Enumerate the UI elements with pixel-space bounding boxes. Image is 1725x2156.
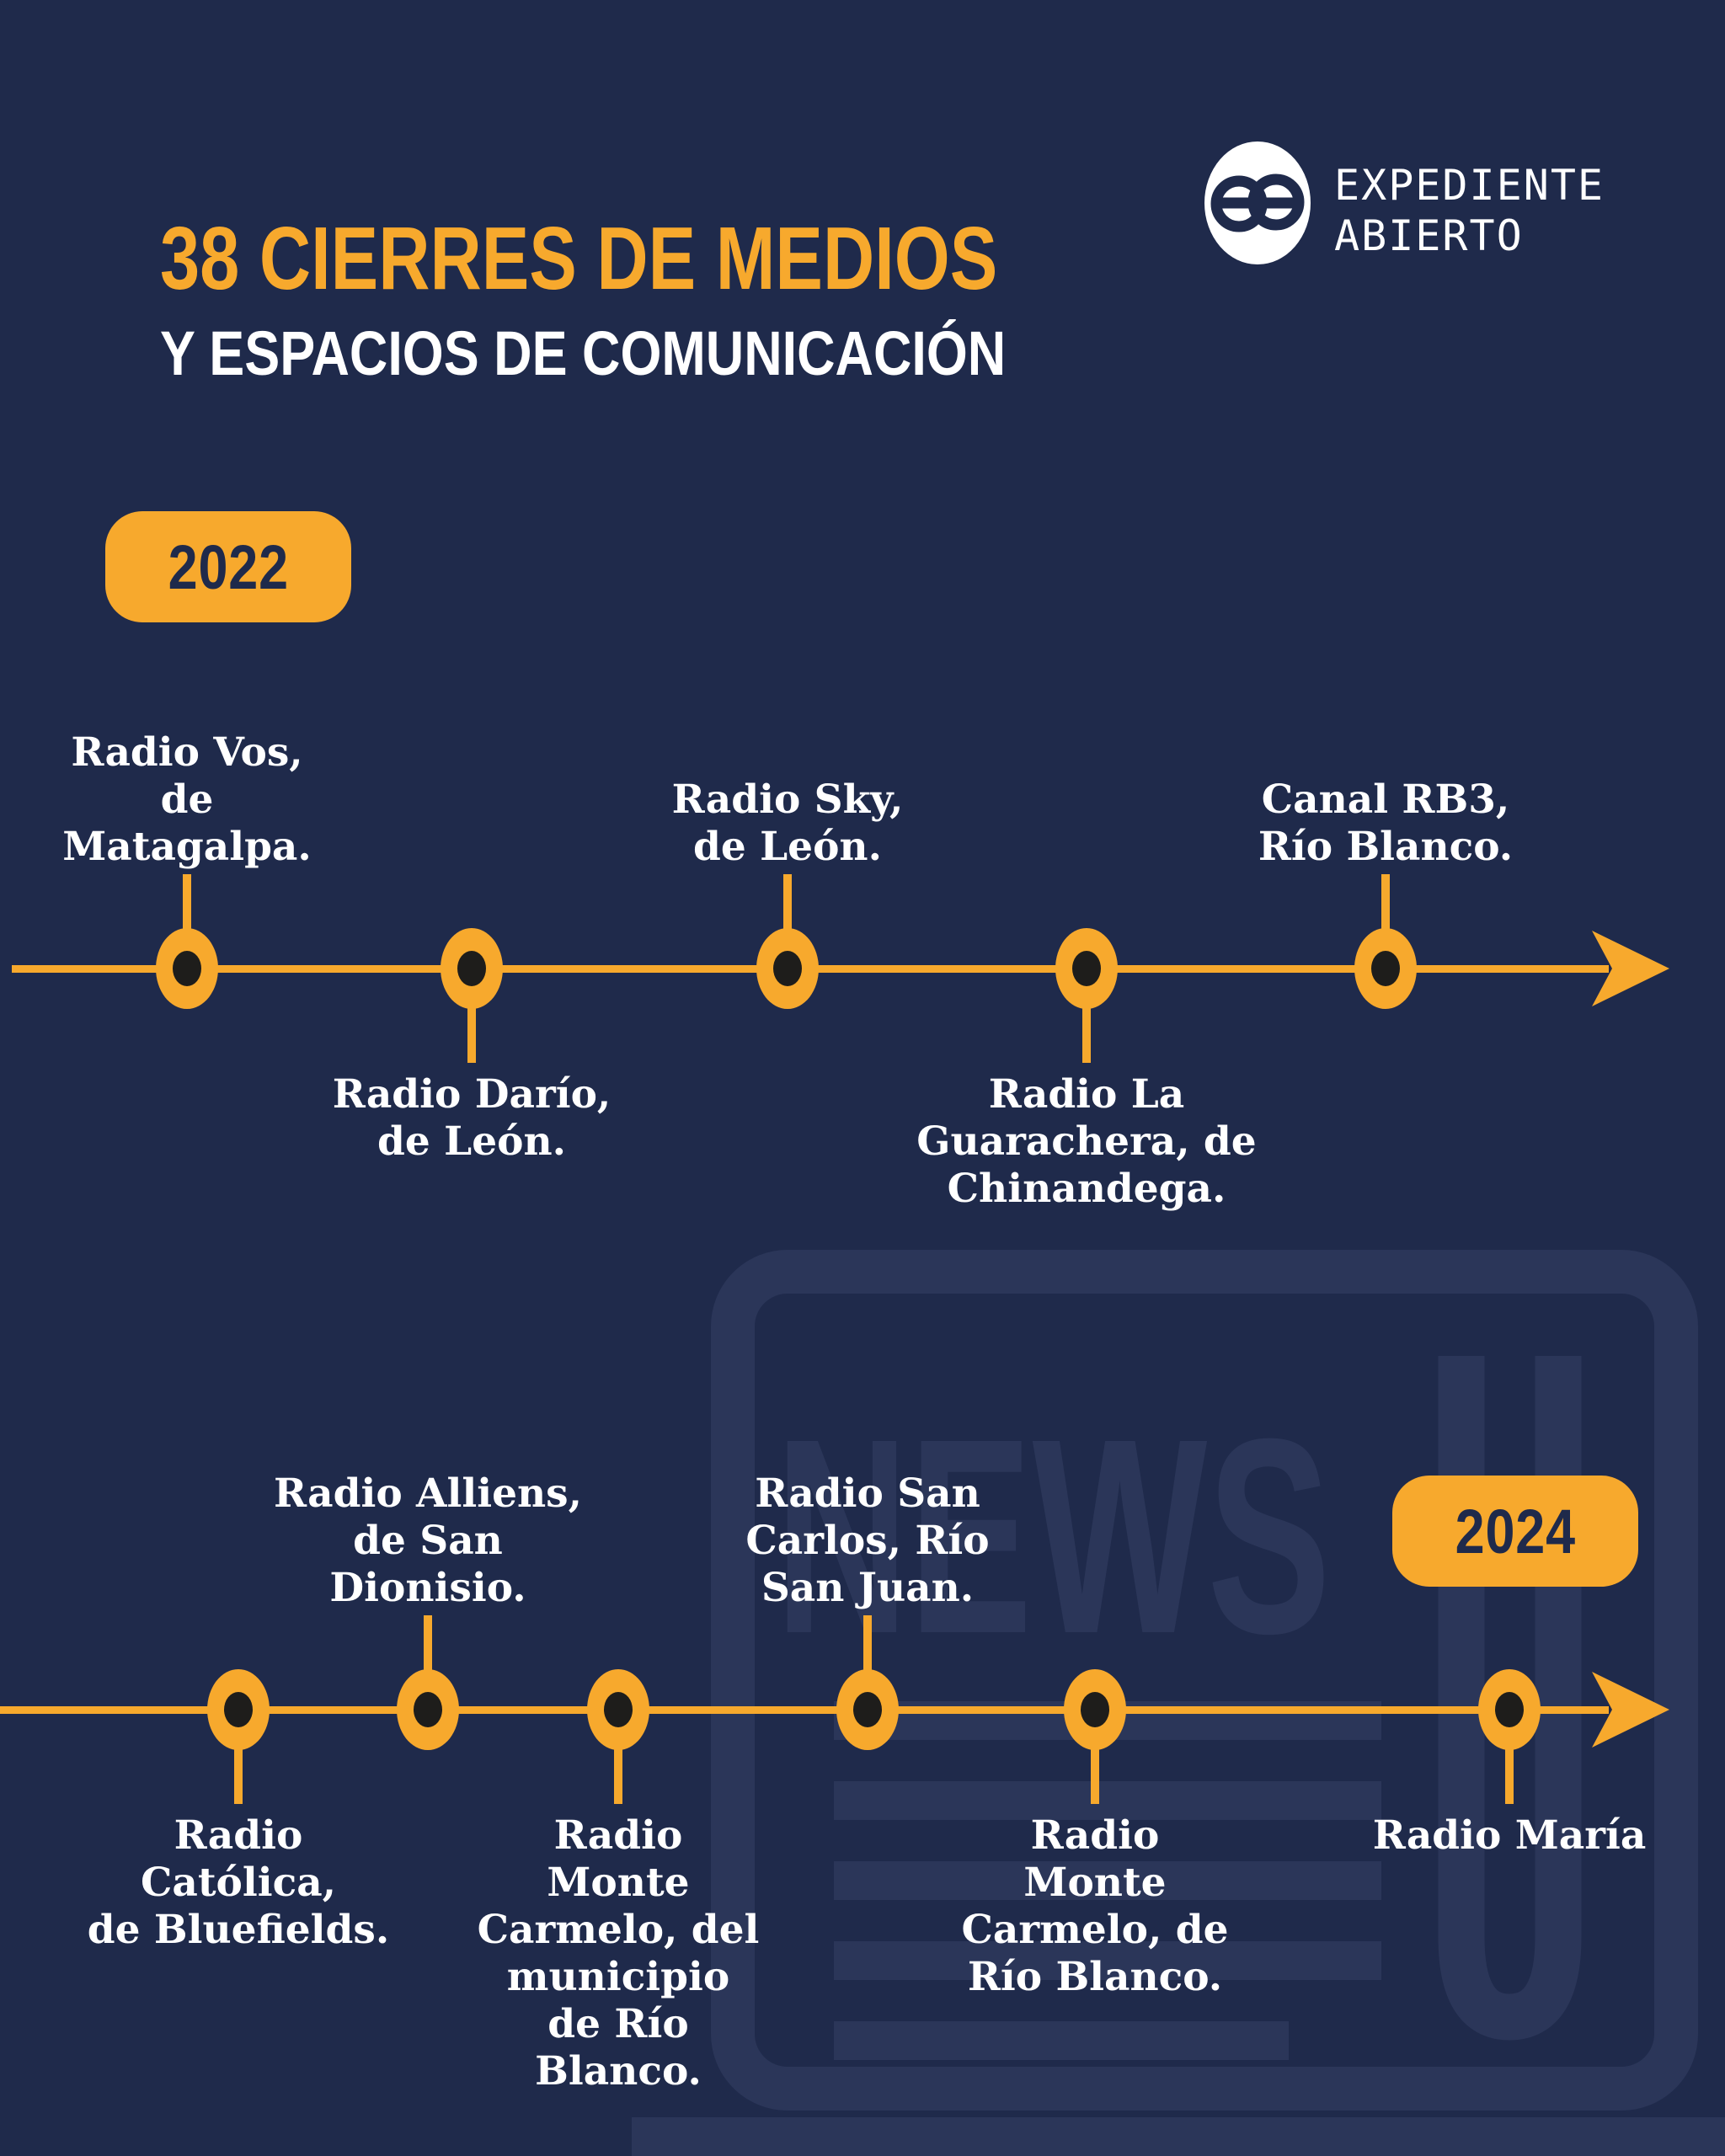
node-stem — [1381, 874, 1390, 969]
node-stem — [863, 1615, 872, 1710]
node-dot — [224, 1692, 253, 1727]
year-badge-2024-label: 2024 — [1455, 1496, 1576, 1566]
event-label: Radio La Guarachera, de Chinandega. — [916, 1071, 1257, 1212]
node-dot — [457, 951, 486, 986]
event-label: Radio María — [1372, 1812, 1647, 1859]
node-dot — [414, 1692, 442, 1727]
expediente-abierto-logo-icon — [1204, 141, 1311, 264]
timeline-line — [0, 1706, 1609, 1714]
brand-logo-text: EXPEDIENTE ABIERTO — [1334, 160, 1605, 261]
timeline-node — [156, 928, 218, 1009]
node-dot — [173, 951, 201, 986]
node-stem — [183, 874, 191, 969]
event-label: Radio Alliens, de San Dionisio. — [274, 1470, 582, 1611]
event-label: Radio Católica, de Bluefields. — [87, 1812, 390, 1953]
timeline-node — [397, 1669, 459, 1750]
brand-logo-line-1: EXPEDIENTE — [1334, 161, 1605, 210]
event-label: Radio Monte Carmelo, de Río Blanco. — [961, 1812, 1229, 2000]
brand-logo: EXPEDIENTE ABIERTO — [1204, 141, 1605, 264]
timeline-node — [441, 928, 503, 1009]
event-label: Radio Sky, de León. — [671, 776, 904, 870]
event-label: Radio Monte Carmelo, del municipio de Rí… — [477, 1812, 760, 2095]
timeline-arrow-icon — [1592, 1672, 1669, 1748]
year-badge-2024: 2024 — [1392, 1476, 1638, 1587]
newspaper-text-lines: NEWS — [775, 1380, 1381, 2060]
node-dot — [1371, 951, 1400, 986]
event-label: Canal RB3, Río Blanco. — [1258, 776, 1514, 870]
node-stem — [614, 1710, 622, 1804]
year-badge-2022: 2022 — [105, 511, 351, 622]
node-dot — [853, 1692, 882, 1727]
timeline-arrow-icon — [1592, 931, 1669, 1006]
timeline-node — [207, 1669, 270, 1750]
newspaper-icon — [632, 1250, 1725, 2156]
year-badge-2022-label: 2022 — [168, 531, 289, 602]
node-stem — [783, 874, 792, 969]
event-label: Radio San Carlos, Río San Juan. — [745, 1470, 990, 1611]
node-dot — [1072, 951, 1101, 986]
node-stem — [424, 1615, 432, 1710]
title-line-1: 38 CIERRES DE MEDIOS — [160, 209, 998, 308]
timeline-node — [1478, 1669, 1541, 1750]
timeline-node — [1064, 1669, 1126, 1750]
timeline-node — [587, 1669, 649, 1750]
node-stem — [1505, 1710, 1514, 1804]
node-stem — [1082, 969, 1091, 1063]
timeline-node — [756, 928, 819, 1009]
node-dot — [1081, 1692, 1109, 1727]
title-line-2: Y ESPACIOS DE COMUNICACIÓN — [160, 318, 1007, 389]
node-stem — [234, 1710, 243, 1804]
event-label: Radio Vos, de Matagalpa. — [62, 729, 312, 870]
node-dot — [604, 1692, 633, 1727]
timeline-node — [1055, 928, 1118, 1009]
brand-logo-line-2: ABIERTO — [1334, 211, 1524, 260]
node-stem — [467, 969, 476, 1063]
news-watermark: NEWS — [632, 1250, 1725, 2156]
node-dot — [1495, 1692, 1524, 1727]
page-title: 38 CIERRES DE MEDIOS Y ESPACIOS DE COMUN… — [160, 209, 1207, 389]
timeline-node — [836, 1669, 899, 1750]
event-label: Radio Darío, de León. — [332, 1071, 611, 1165]
timeline-node — [1354, 928, 1417, 1009]
node-dot — [773, 951, 802, 986]
node-stem — [1091, 1710, 1099, 1804]
